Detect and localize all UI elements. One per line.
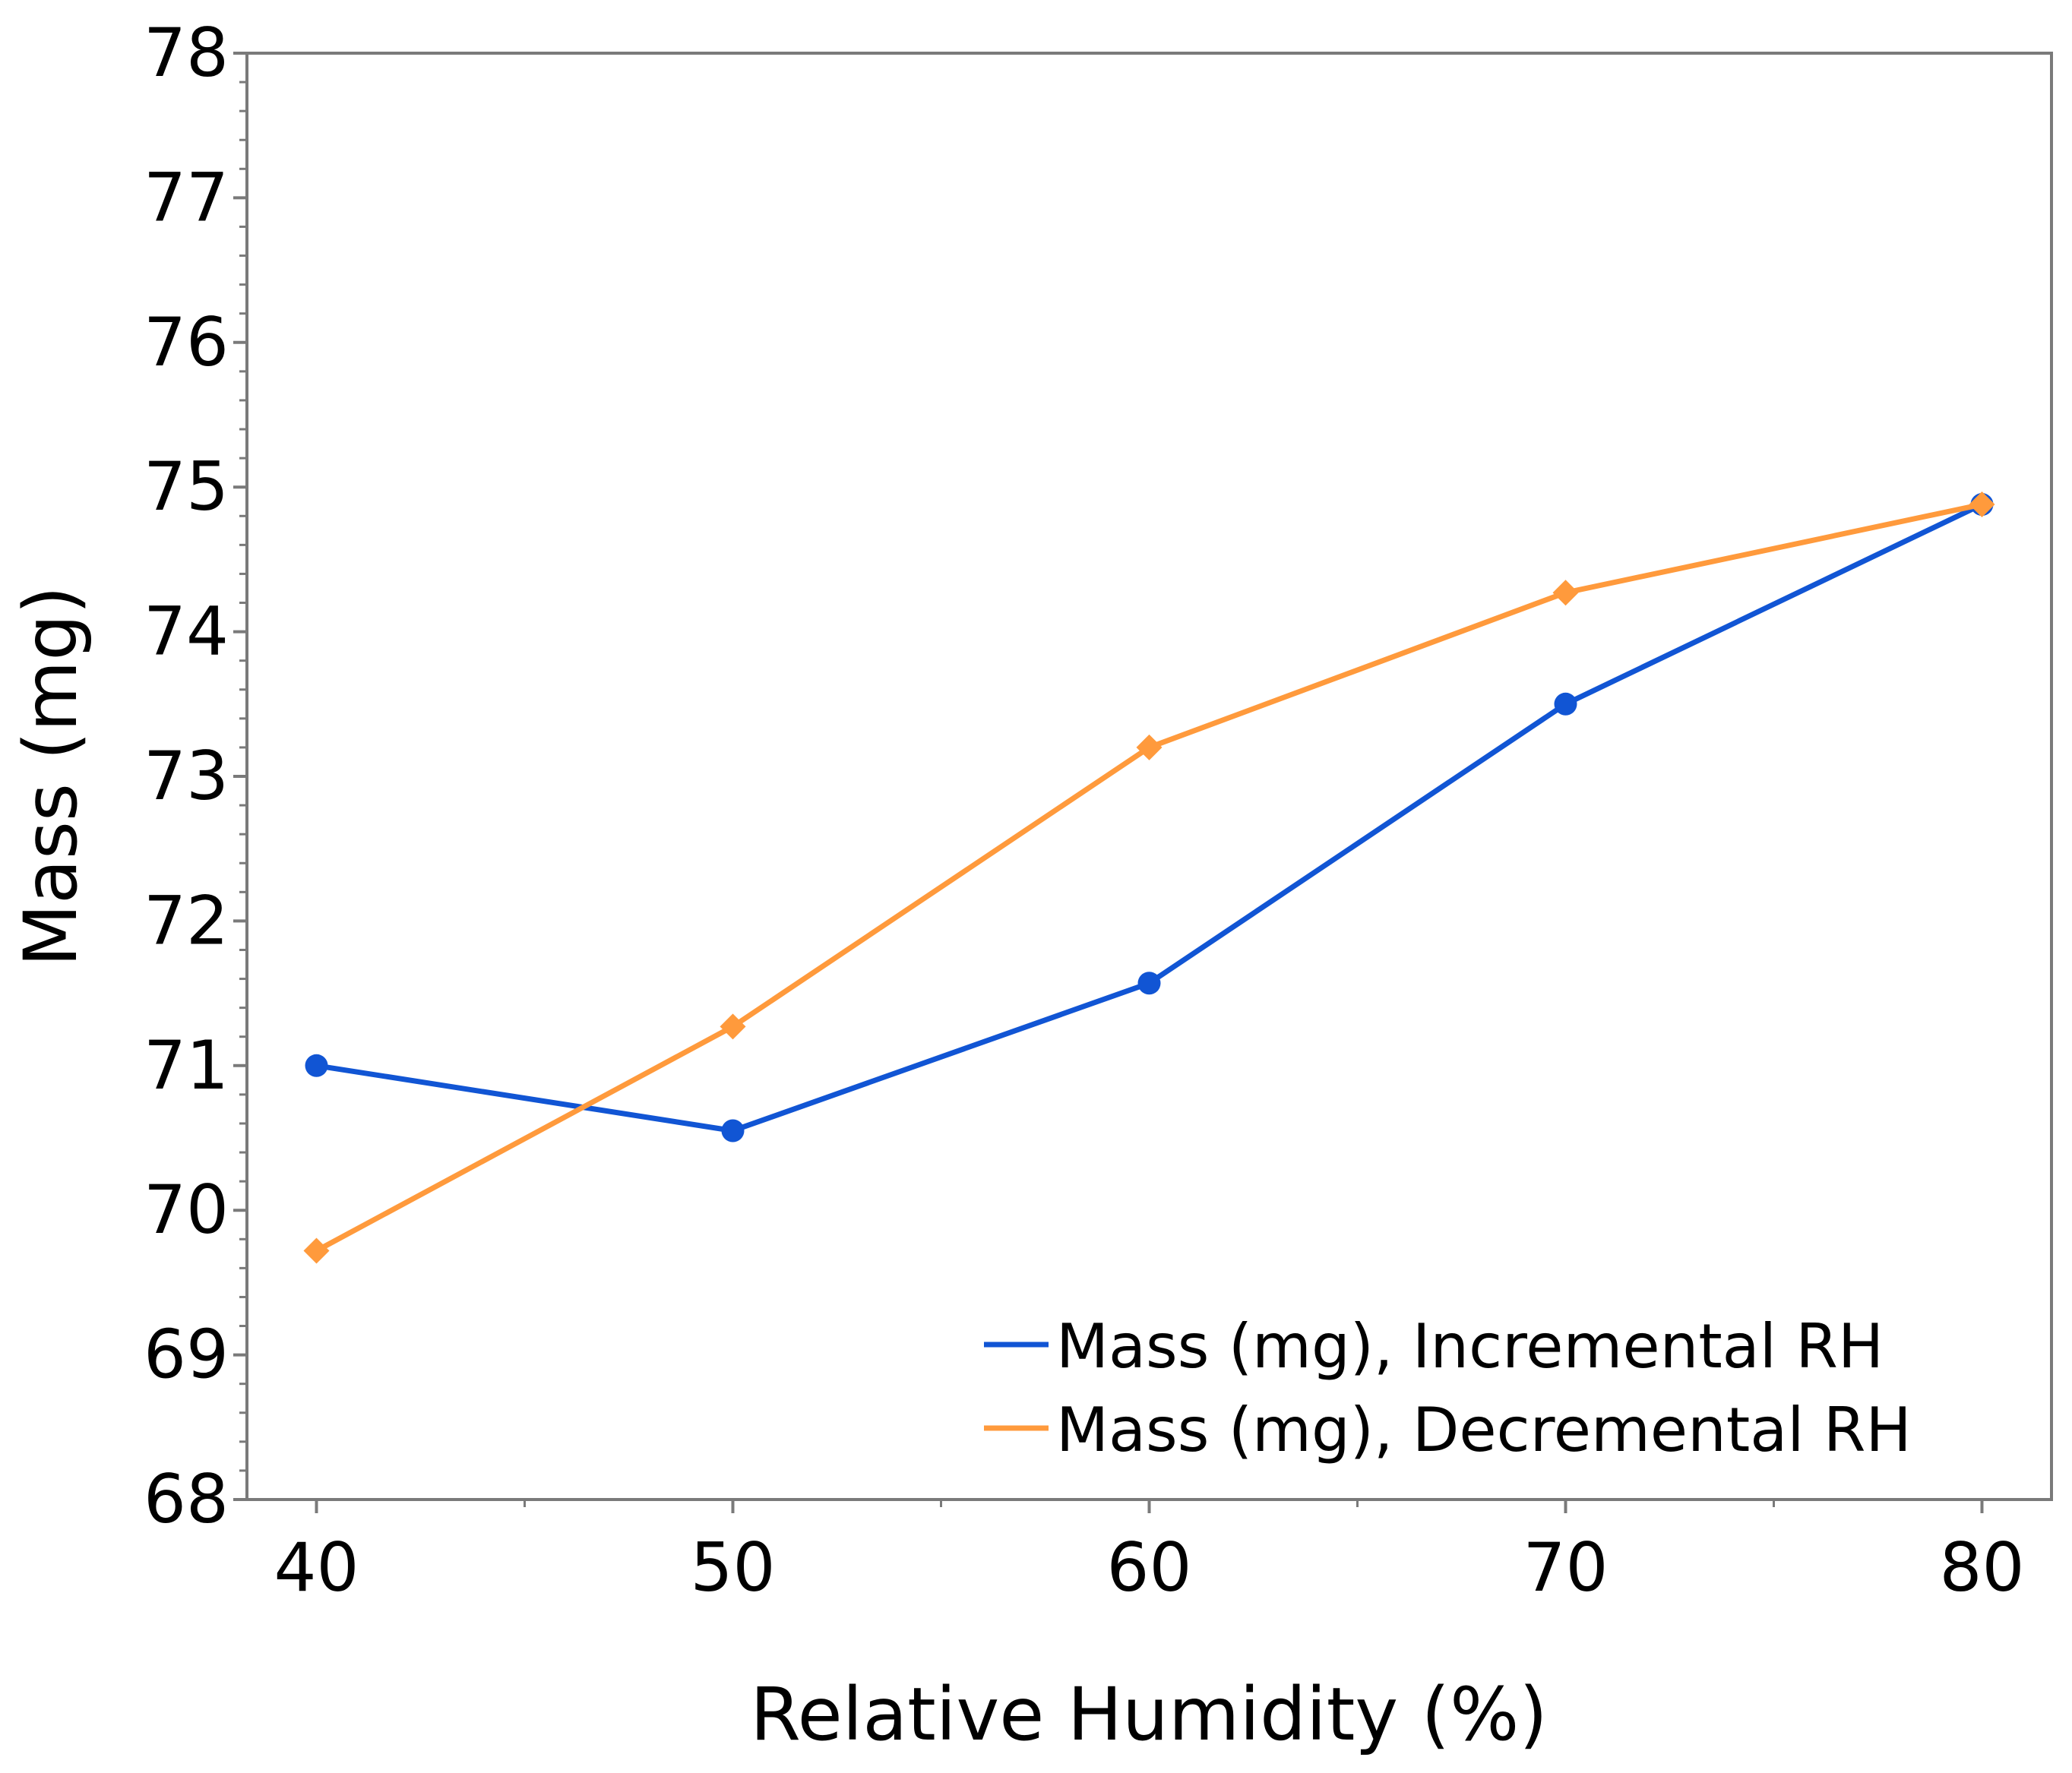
y-tick-label-76: 76: [144, 303, 229, 381]
legend: Mass (mg), Incremental RH Mass (mg), Dec…: [984, 1311, 1912, 1465]
x-tick-label-70: 70: [1523, 1528, 1609, 1607]
x-axis-title: Relative Humidity (%): [750, 1672, 1548, 1757]
y-tick-label-70: 70: [144, 1171, 229, 1249]
y-tick-label-77: 77: [144, 158, 229, 236]
point-decremental-60: [1136, 734, 1163, 760]
point-decremental-80: [1969, 491, 1995, 518]
series-layer: [303, 491, 1995, 1264]
point-decremental-40: [303, 1237, 330, 1264]
y-tick-label-74: 74: [144, 593, 229, 671]
point-incremental-40: [305, 1054, 328, 1077]
y-tick-label-68: 68: [144, 1460, 229, 1538]
y-tick-label-78: 78: [144, 14, 229, 92]
point-incremental-60: [1137, 972, 1161, 995]
series-line-incremental: [315, 501, 1983, 1133]
y-axis-title: Mass (mg): [8, 586, 93, 967]
x-tick-label-40: 40: [274, 1528, 359, 1607]
point-incremental-70: [1554, 692, 1577, 716]
x-tick-label-50: 50: [691, 1528, 776, 1607]
point-decremental-70: [1552, 580, 1579, 606]
y-tick-label-71: 71: [144, 1026, 229, 1105]
legend-label-incremental: Mass (mg), Incremental RH: [1056, 1311, 1884, 1382]
y-tick-label-72: 72: [144, 881, 229, 959]
x-axis: 40 50 60 70 80: [274, 1500, 2024, 1607]
point-decremental-50: [720, 1013, 746, 1040]
legend-label-decremental: Mass (mg), Decremental RH: [1056, 1395, 1912, 1465]
plot-frame: [245, 52, 2053, 1501]
x-tick-label-80: 80: [1939, 1528, 2024, 1607]
point-incremental-50: [721, 1119, 745, 1142]
series-line-decremental: [315, 501, 1983, 1253]
x-tick-label-60: 60: [1107, 1528, 1192, 1607]
y-tick-label-75: 75: [144, 447, 229, 526]
y-axis: 68 69 70 71 72 73 74 75 76 77 78: [144, 14, 247, 1538]
y-tick-label-73: 73: [144, 737, 229, 815]
y-tick-label-69: 69: [144, 1316, 229, 1394]
